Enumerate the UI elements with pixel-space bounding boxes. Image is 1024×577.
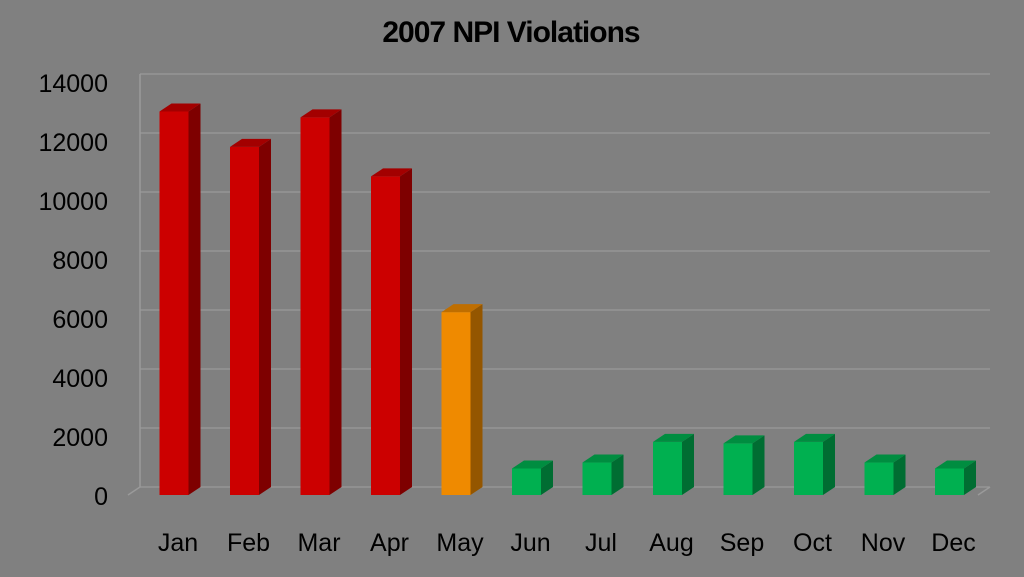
bar — [159, 103, 201, 495]
y-tick-label: 2000 — [52, 424, 108, 452]
chart-title: 2007 NPI Violations — [382, 16, 640, 49]
bar-front — [653, 441, 682, 495]
bar-top — [582, 454, 624, 463]
bar — [300, 109, 342, 496]
bar-top — [723, 435, 765, 444]
bar — [512, 460, 553, 495]
bar-front — [864, 462, 894, 495]
bar-top — [512, 460, 553, 469]
x-tick-label: Nov — [861, 529, 906, 557]
bar-front — [159, 111, 189, 495]
floor-right-edge — [977, 486, 991, 496]
bar-front — [371, 176, 400, 495]
bar-top — [371, 168, 412, 177]
bar — [371, 168, 412, 495]
bar-front — [300, 117, 330, 496]
bar-side — [752, 435, 765, 495]
bar-front — [723, 443, 753, 495]
bar — [230, 138, 271, 495]
floor-left-edge — [127, 486, 141, 496]
bar-side — [893, 454, 906, 495]
bar-side — [400, 168, 412, 495]
bar-front — [794, 441, 823, 495]
bar-side — [611, 454, 624, 495]
bar-side — [329, 109, 342, 496]
bar-top — [653, 433, 694, 442]
bar-side — [541, 460, 553, 495]
y-tick-label: 14000 — [38, 70, 108, 98]
bar-top — [935, 460, 976, 469]
x-tick-label: Mar — [297, 529, 340, 557]
y-tick-label: 6000 — [52, 306, 108, 334]
bar-side — [259, 138, 271, 495]
x-axis-ticks: Jan Feb Mar Apr May Jun Jul Aug Sep Oct Nov Dec — [158, 529, 976, 557]
gridlines — [127, 73, 991, 496]
y-tick-label: 4000 — [52, 365, 108, 393]
bars — [159, 103, 976, 496]
bar-side — [823, 433, 835, 495]
bar-front — [582, 462, 612, 495]
bar — [864, 454, 906, 495]
x-tick-label: Feb — [227, 529, 270, 557]
bar-front — [230, 146, 259, 495]
x-tick-label: Oct — [793, 529, 832, 557]
y-tick-label: 10000 — [38, 188, 108, 216]
bar-front — [512, 468, 541, 495]
bar-side — [964, 460, 976, 495]
bar-side — [188, 103, 201, 495]
bar-top — [230, 138, 271, 147]
x-tick-label: Sep — [720, 529, 764, 557]
bar — [653, 433, 694, 495]
y-tick-label: 12000 — [38, 129, 108, 157]
bar — [935, 460, 976, 495]
x-tick-label: Jul — [585, 529, 617, 557]
bar-top — [441, 304, 483, 313]
bar-top — [794, 433, 835, 442]
bar — [794, 433, 835, 495]
x-tick-label: Dec — [931, 529, 975, 557]
y-tick-label: 0 — [94, 483, 108, 511]
bar-side — [470, 304, 483, 495]
bar-top — [864, 454, 906, 463]
bar-front — [935, 468, 964, 495]
x-tick-label: May — [436, 529, 484, 557]
bar-side — [682, 433, 694, 495]
bar — [441, 304, 483, 495]
y-tick-label: 8000 — [52, 247, 108, 275]
bar-front — [441, 312, 471, 495]
x-tick-label: Jun — [510, 529, 550, 557]
x-tick-label: Apr — [370, 529, 409, 557]
bar-top — [300, 109, 342, 118]
bar — [582, 454, 624, 495]
x-tick-label: Jan — [158, 529, 198, 557]
bar — [723, 435, 765, 495]
y-axis-ticks: 0 2000 4000 6000 8000 10000 12000 14000 — [38, 70, 108, 511]
x-tick-label: Aug — [649, 529, 693, 557]
bar-top — [159, 103, 201, 112]
